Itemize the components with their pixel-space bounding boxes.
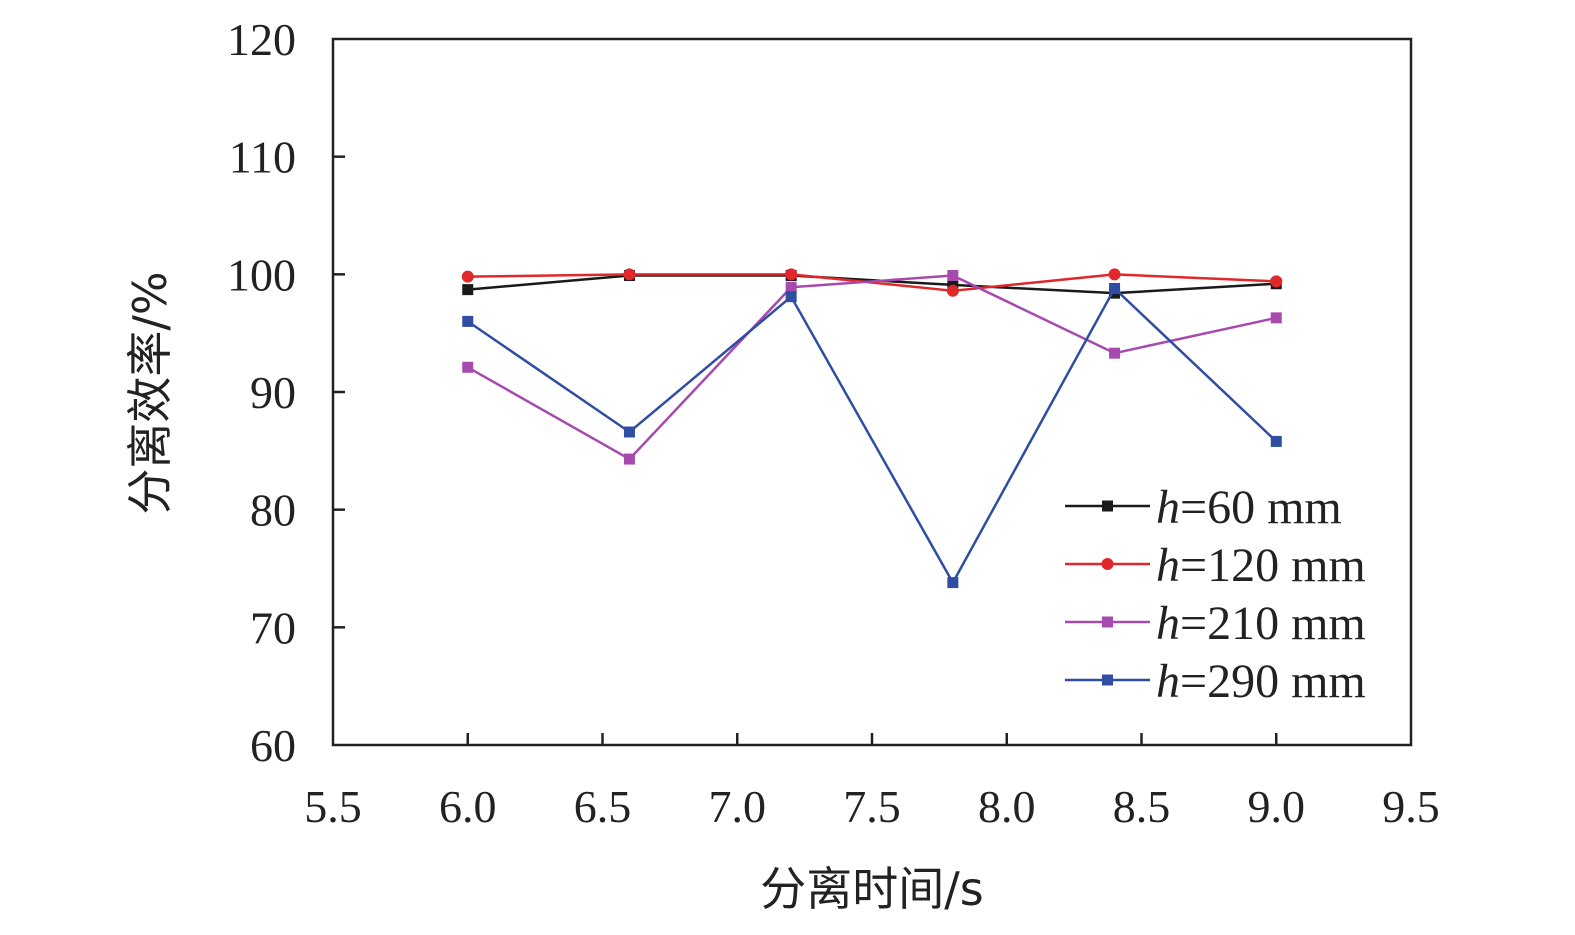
- legend-label: h=210 mm: [1156, 597, 1366, 650]
- data-point: [623, 453, 635, 465]
- legend-entry-2: h=120 mm: [1065, 539, 1366, 592]
- data-point: [1270, 275, 1283, 288]
- data-point: [623, 268, 636, 281]
- data-point: [1101, 558, 1114, 570]
- data-point: [785, 281, 797, 293]
- y-tick-label: 110: [229, 132, 296, 183]
- data-point: [785, 268, 798, 281]
- x-tick-label: 7.0: [709, 781, 767, 832]
- data-point: [1102, 674, 1113, 686]
- x-tick-label: 9.5: [1382, 781, 1440, 832]
- data-point: [623, 426, 635, 438]
- data-point: [1108, 268, 1121, 281]
- y-tick-label: 100: [227, 249, 296, 300]
- data-point: [1109, 282, 1121, 294]
- x-tick-label: 6.0: [439, 781, 497, 832]
- data-point: [1109, 347, 1121, 359]
- y-tick-label: 120: [227, 14, 296, 65]
- x-tick-label: 6.5: [574, 781, 632, 832]
- x-tick-label: 8.0: [978, 781, 1036, 832]
- axes: [331, 37, 1413, 747]
- data-point: [947, 270, 959, 282]
- data-point: [1270, 435, 1282, 447]
- data-point: [1270, 312, 1282, 324]
- data-point: [1102, 500, 1113, 512]
- data-point: [947, 577, 959, 589]
- y-tick-label: 60: [250, 720, 296, 771]
- legend-label: h=290 mm: [1156, 655, 1366, 708]
- series-3: [462, 270, 1282, 465]
- y-tick-label: 90: [250, 367, 296, 418]
- y-tick-label: 70: [250, 602, 296, 653]
- x-axis-title: 分离时间/s: [760, 862, 983, 916]
- series-line: [467, 287, 1278, 584]
- x-tick-label: 9.0: [1248, 781, 1306, 832]
- data-point: [461, 270, 474, 283]
- x-tick-label: 5.5: [304, 781, 362, 832]
- legend-entry-3: h=210 mm: [1065, 597, 1366, 650]
- legend-label: h=60 mm: [1156, 481, 1342, 534]
- legend-label: h=120 mm: [1156, 539, 1366, 592]
- series-4: [462, 282, 1282, 589]
- data-point: [946, 284, 959, 297]
- series-lines: [461, 268, 1283, 589]
- series-line: [467, 274, 1277, 295]
- tick-labels: 5.5 6.0 6.5 7.0 7.5 8.0 8.5 9.0 9.5 60 70 80 90 100 11…: [227, 14, 1440, 832]
- data-point: [785, 291, 797, 303]
- data-point: [462, 284, 474, 296]
- y-tick-label: 80: [250, 485, 296, 536]
- data-point: [462, 361, 474, 373]
- series-line: [467, 274, 1277, 461]
- legend-entry-1: h=60 mm: [1065, 481, 1342, 534]
- x-tick-label: 8.5: [1113, 781, 1171, 832]
- legend: h=60 mmh=120 mmh=210 mmh=290 mm: [1065, 481, 1366, 708]
- legend-entry-4: h=290 mm: [1065, 655, 1366, 708]
- y-axis-title: 分离效率/%: [123, 271, 177, 514]
- data-point: [462, 315, 474, 327]
- x-tick-label: 7.5: [843, 781, 901, 832]
- data-point: [1102, 616, 1113, 628]
